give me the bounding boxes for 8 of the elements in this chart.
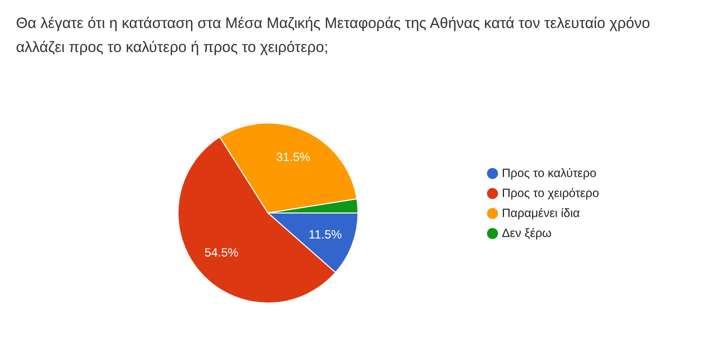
data-label: 11.5%: [308, 228, 342, 242]
legend-label: Δεν ξέρω: [502, 226, 552, 240]
legend-label: Προς το χειρότερο: [502, 186, 599, 200]
data-label: 31.5%: [276, 150, 311, 164]
data-label: 54.5%: [204, 246, 239, 260]
legend-label: Προς το καλύτερο: [502, 166, 596, 180]
chart-title: Θα λέγατε ότι η κατάσταση στα Μέσα Μαζικής Μεταφοράς της Αθήνας κατά τον τελευταίο χρόνο αλλάζει προς το καλύτερο ή προς το χειρότερο;: [15, 14, 652, 58]
legend-label: Παραμένει ίδια: [502, 206, 580, 220]
